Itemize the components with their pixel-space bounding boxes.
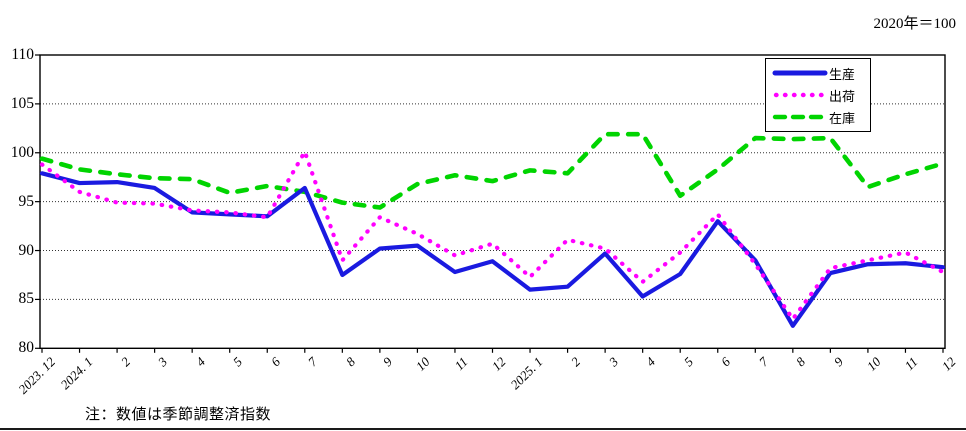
y-tick-label: 95 xyxy=(18,192,35,210)
y-tick-label: 80 xyxy=(18,339,35,357)
y-tick-label: 110 xyxy=(11,46,34,63)
gridlines xyxy=(40,103,945,300)
legend-label-inventory: 在庫 xyxy=(829,110,856,126)
inventory-line-swatch xyxy=(772,114,828,120)
y-tick-label: 105 xyxy=(10,94,34,112)
series-lines xyxy=(39,131,946,328)
legend-label-shipment: 出荷 xyxy=(829,88,856,104)
y-tick-label: 100 xyxy=(10,143,34,161)
legend: 生産 出荷 在庫 xyxy=(765,58,871,132)
axis-ticks xyxy=(35,54,944,353)
y-tick-label: 85 xyxy=(18,290,35,308)
production-line-swatch xyxy=(772,70,828,76)
legend-item-inventory: 在庫 xyxy=(772,108,870,127)
y-tick-label: 90 xyxy=(18,241,35,259)
legend-label-production: 生産 xyxy=(829,66,856,82)
footnote: 注：数値は季節調整済指数 xyxy=(85,406,272,423)
legend-item-production: 生産 xyxy=(772,64,870,83)
bottom-rule xyxy=(0,428,966,430)
scale-note: 2020年＝100 xyxy=(873,16,956,32)
legend-item-shipment: 出荷 xyxy=(772,86,870,105)
shipment-line-swatch xyxy=(773,92,828,98)
